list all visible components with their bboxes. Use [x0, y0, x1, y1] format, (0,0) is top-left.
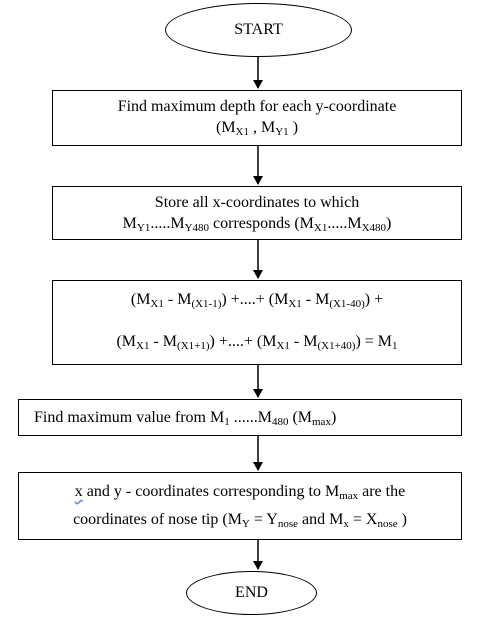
step-sum-differences: (MX1 - M(X1-1)) +....+ (MX1 - M(X1-40)) … — [52, 280, 462, 365]
end-terminal: END — [186, 571, 317, 615]
start-label: START — [234, 21, 282, 39]
step-find-max-depth: Find maximum depth for each y-coordinate… — [52, 90, 462, 146]
step5-line1: x and y - coordinates corresponding to M… — [19, 483, 461, 501]
step4-line: Find maximum value from M1 ......M480 (M… — [34, 409, 461, 427]
step3-line1: (MX1 - M(X1-1)) +....+ (MX1 - M(X1-40)) … — [53, 291, 461, 309]
step-nose-tip: x and y - coordinates corresponding to M… — [18, 472, 462, 540]
step3-line2: (MX1 - M(X1+1)) +....+ (MX1 - M(X1+40)) … — [53, 333, 461, 351]
step-store-x-coordinates: Store all x-coordinates to which MY1....… — [52, 186, 462, 240]
step2-line1: Store all x-coordinates to which — [53, 194, 461, 212]
step2-line2: MY1.....MY480 corresponds (MX1.....MX480… — [53, 215, 461, 233]
step1-line2: (MX1 , MY1 ) — [53, 119, 461, 137]
step-find-max-value: Find maximum value from M1 ......M480 (M… — [18, 399, 462, 436]
start-terminal: START — [165, 3, 352, 57]
end-label: END — [235, 584, 268, 602]
step1-line1: Find maximum depth for each y-coordinate — [53, 98, 461, 116]
step5-line2: coordinates of nose tip (MY = Ynose and … — [19, 511, 461, 529]
